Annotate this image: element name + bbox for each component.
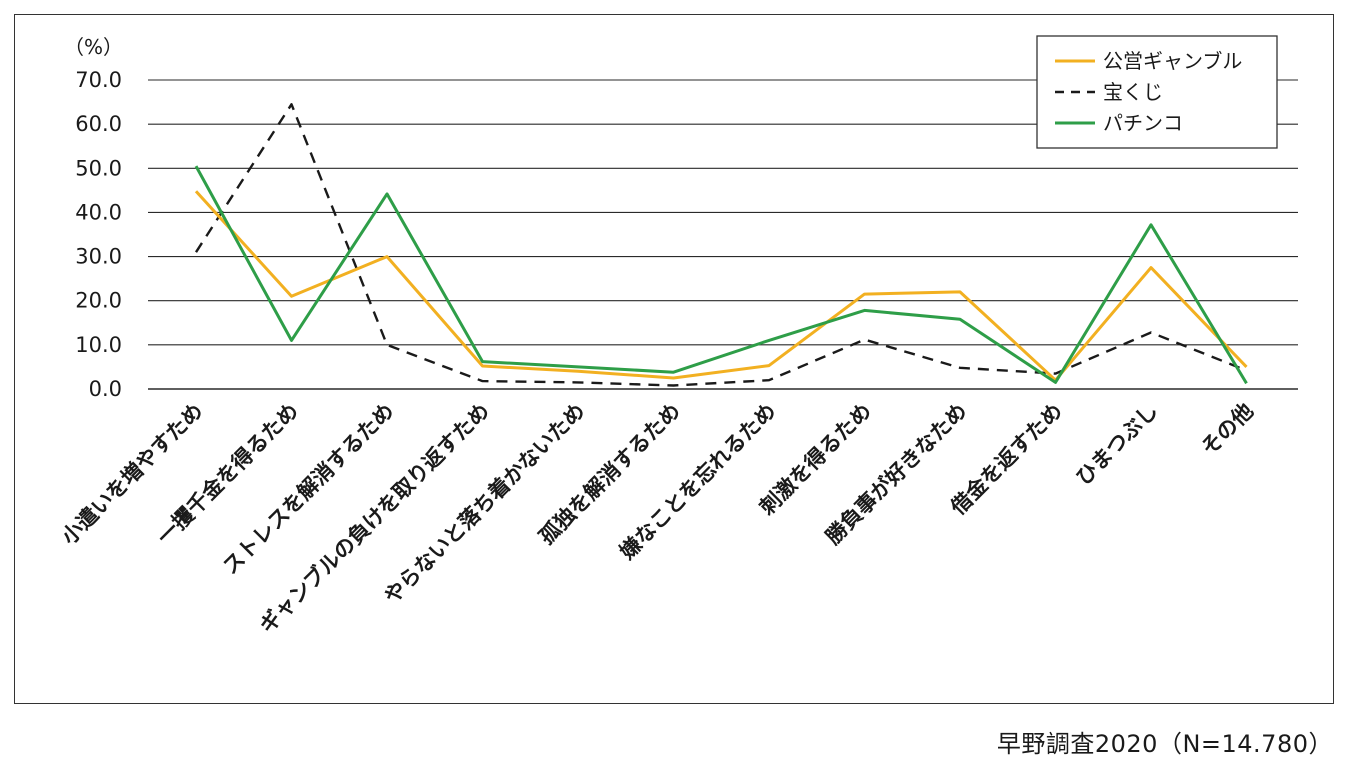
legend-label: 公営ギャンブル	[1103, 49, 1242, 73]
series-layer	[194, 103, 1248, 387]
series-line-1	[194, 103, 1247, 387]
legend-label: パチンコ	[1103, 111, 1183, 135]
y-tick-label: 60.0	[75, 112, 122, 136]
y-tick-label: 40.0	[75, 200, 122, 224]
y-tick-label: 50.0	[75, 156, 122, 180]
y-tick-label: 0.0	[89, 377, 122, 401]
y-tick-label: 70.0	[75, 68, 122, 92]
x-tick-label: 嫌なことを忘れるため	[615, 399, 780, 564]
chart-frame	[14, 14, 1334, 704]
legend-label: 宝くじ	[1103, 80, 1163, 104]
x-axis: 小遣いを増やすため一攫千金を得るためストレスを解消するためギャンブルの負けを取り…	[57, 399, 1258, 638]
x-tick-label: その他	[1197, 399, 1259, 461]
y-unit-label: （%）	[64, 35, 123, 59]
y-tick-label: 10.0	[75, 333, 122, 357]
source-note: 早野調査2020（N=14.780）	[996, 730, 1333, 758]
y-axis: （%） 0.0 10.0 20.0 30.0 40.0 50.0 60.0 70.0	[64, 35, 123, 401]
x-tick-label: ひまつぶし	[1071, 399, 1162, 490]
x-tick-label: やらないと落ち着かないため	[380, 399, 590, 609]
y-tick-label: 20.0	[75, 289, 122, 313]
y-tick-label: 30.0	[75, 245, 122, 269]
x-tick-label: ストレスを解消するため	[218, 399, 398, 579]
series-line-0	[194, 190, 1248, 382]
series-line-2	[194, 165, 1248, 385]
